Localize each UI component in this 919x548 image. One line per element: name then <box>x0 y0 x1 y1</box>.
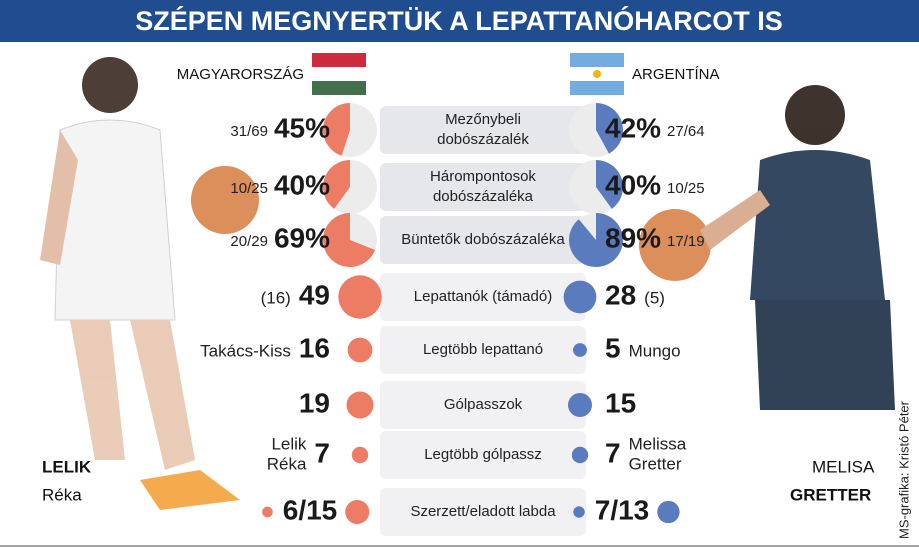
value: 5 <box>605 332 621 363</box>
value: 6/15 <box>283 494 338 525</box>
stat-label: dobószázalék <box>437 131 529 148</box>
pie-slice <box>596 103 623 154</box>
bubble <box>338 275 382 319</box>
stat-label: Legtöbb gólpassz <box>424 446 542 463</box>
home-player-first: LELIK <box>42 457 92 476</box>
bubble <box>657 500 680 524</box>
credit: MS-grafika: Kristó Péter <box>896 400 911 539</box>
percent: 40% <box>605 169 661 200</box>
title: SZÉPEN MEGNYERTÜK A LEPATTANÓHARCOT IS <box>135 5 783 36</box>
value: 49 <box>299 279 330 310</box>
bubble <box>573 506 585 518</box>
home-player <box>40 57 259 510</box>
bubble <box>563 280 597 314</box>
value: 7/13 <box>595 494 650 525</box>
value: 7 <box>605 437 621 468</box>
stat-label: dobószázaléka <box>433 188 534 205</box>
pie-slice <box>569 213 624 267</box>
value: 15 <box>605 387 636 418</box>
detail: Gretter <box>629 454 682 473</box>
percent: 40% <box>274 169 330 200</box>
label-band <box>380 273 586 321</box>
pie-slice <box>323 160 350 209</box>
shots: 10/25 <box>667 180 705 197</box>
value: 28 <box>605 279 636 310</box>
flag-argentina <box>570 53 624 95</box>
percent: 42% <box>605 112 661 143</box>
home-team: MAGYARORSZÁG <box>177 66 304 83</box>
detail: Mungo <box>629 341 681 360</box>
bubble <box>262 506 273 518</box>
bubble <box>351 446 369 464</box>
shots: 27/64 <box>667 123 705 140</box>
label-band <box>380 431 586 479</box>
value: 19 <box>299 387 330 418</box>
bubble <box>573 343 587 357</box>
detail: Lelik <box>271 434 306 453</box>
home-player-last: Réka <box>42 485 82 504</box>
shots: 31/69 <box>230 123 268 140</box>
percent: 69% <box>274 222 330 253</box>
stat-label: Legtöbb lepattanó <box>423 341 543 358</box>
detail: Takács-Kiss <box>200 341 291 360</box>
percent: 45% <box>274 112 330 143</box>
stat-label: Szerzett/eladott labda <box>410 503 556 520</box>
stat-label: Mezőnybeli <box>445 111 521 128</box>
label-band <box>380 326 586 374</box>
away-player-last: GRETTER <box>790 485 871 504</box>
label-band <box>380 163 586 211</box>
label-band <box>380 106 586 154</box>
stat-label: Hárompontosok <box>430 168 536 185</box>
label-band <box>380 216 586 264</box>
away-team: ARGENTÍNA <box>632 66 720 83</box>
detail: (16) <box>261 288 291 307</box>
stat-label: Büntetők dobószázaléka <box>401 231 565 248</box>
detail: Réka <box>267 454 307 473</box>
percent: 89% <box>605 222 661 253</box>
bubble <box>346 391 374 419</box>
bubble <box>347 337 373 363</box>
shots: 17/19 <box>667 233 705 250</box>
pie-slice <box>323 213 376 267</box>
away-player-first: MELISA <box>812 457 875 476</box>
shots: 10/25 <box>230 180 268 197</box>
label-band <box>380 381 586 429</box>
label-band <box>380 488 586 536</box>
shots: 20/29 <box>230 233 268 250</box>
detail: (5) <box>644 288 665 307</box>
bubble <box>567 392 593 418</box>
pie-slice <box>596 160 623 209</box>
stat-label: Gólpasszok <box>444 396 523 413</box>
bubble <box>571 446 589 464</box>
value: 16 <box>299 332 330 363</box>
flag-hungary <box>312 53 366 95</box>
stat-label: Lepattanók (támadó) <box>414 288 552 305</box>
title-bar <box>0 0 919 42</box>
bubble <box>345 499 370 525</box>
pie-slice <box>323 103 350 156</box>
detail: Melissa <box>629 434 687 453</box>
away-player <box>639 85 895 410</box>
value: 7 <box>314 437 330 468</box>
